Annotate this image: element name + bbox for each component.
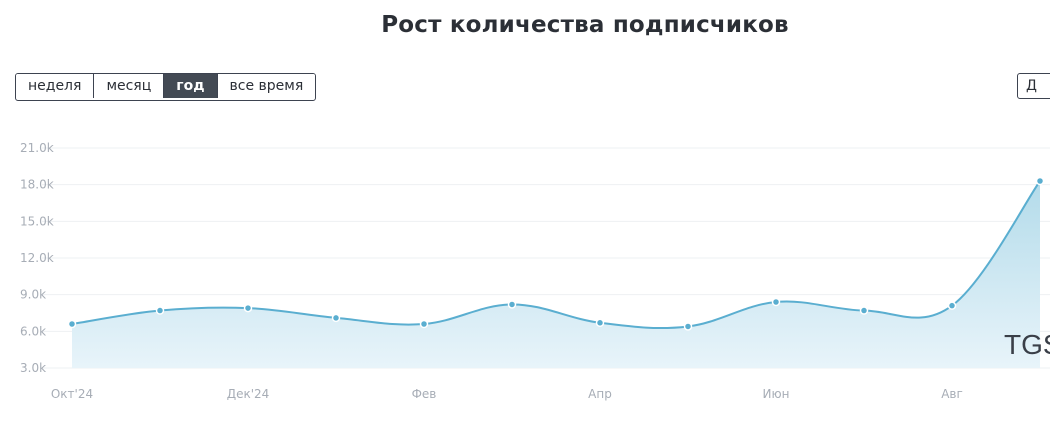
data-point[interactable]: [419, 319, 429, 329]
data-points: [67, 176, 1045, 331]
series-area: [72, 181, 1040, 368]
range-all-time-button[interactable]: все время: [217, 74, 316, 98]
x-tick-label: Июн: [763, 387, 790, 401]
data-point[interactable]: [771, 297, 781, 307]
y-tick-label: 3.0k: [20, 361, 46, 375]
x-tick-label: Дек'24: [227, 387, 270, 401]
right-action-button[interactable]: Д: [1017, 73, 1050, 99]
data-point[interactable]: [683, 322, 693, 331]
chart-title: Рост количества подписчиков: [381, 12, 789, 38]
range-week-button[interactable]: неделя: [16, 74, 95, 98]
data-point[interactable]: [507, 300, 517, 309]
x-tick-label: Фев: [412, 387, 437, 401]
y-axis-ticks: 3.0k 6.0k 9.0k 12.0k 15.0k 18.0k 21.0k: [20, 141, 54, 375]
time-range-selector: неделя месяц год все время: [15, 73, 317, 101]
y-tick-label: 6.0k: [20, 324, 46, 338]
x-tick-label: Окт'24: [51, 387, 93, 401]
y-tick-label: 12.0k: [20, 251, 54, 265]
data-point[interactable]: [859, 306, 869, 315]
y-tick-label: 18.0k: [20, 178, 54, 192]
data-point[interactable]: [331, 313, 341, 323]
data-point[interactable]: [67, 319, 77, 329]
data-point[interactable]: [1035, 176, 1045, 186]
y-tick-label: 15.0k: [20, 214, 54, 228]
y-tick-label: 21.0k: [20, 141, 54, 155]
x-tick-label: Апр: [588, 387, 612, 401]
data-point[interactable]: [595, 318, 605, 328]
data-point[interactable]: [243, 303, 253, 313]
range-month-button[interactable]: месяц: [94, 74, 165, 98]
watermark-text: TGS: [1004, 329, 1050, 360]
data-point[interactable]: [947, 301, 957, 310]
series-line: [71, 180, 1041, 330]
data-point[interactable]: [155, 306, 165, 315]
y-tick-label: 9.0k: [20, 288, 46, 302]
x-tick-label: Авг: [941, 387, 963, 401]
range-year-button[interactable]: год: [164, 74, 218, 98]
x-axis-ticks: Окт'24 Дек'24 Фев Апр Июн Авг: [51, 387, 963, 401]
